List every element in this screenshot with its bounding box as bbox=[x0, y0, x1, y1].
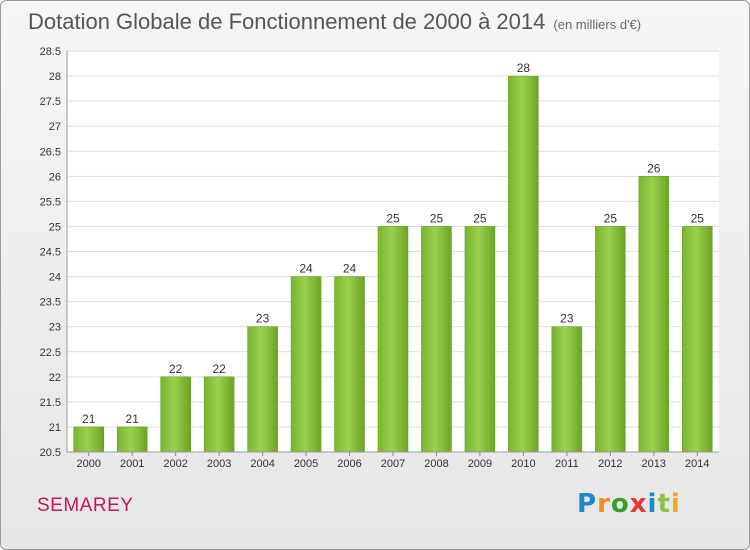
bar bbox=[377, 226, 409, 453]
bar bbox=[508, 75, 539, 453]
y-tick-label: 28.5 bbox=[40, 46, 61, 58]
x-tick-label: 2005 bbox=[294, 458, 318, 470]
bar bbox=[551, 326, 583, 453]
logo-letter: P bbox=[577, 489, 598, 519]
y-tick-label: 25.5 bbox=[40, 196, 61, 208]
y-tick-label: 28 bbox=[49, 71, 61, 83]
bar-value-label: 22 bbox=[212, 362, 226, 376]
y-tick-label: 27.5 bbox=[40, 96, 61, 108]
title-text: Dotation Globale de Fonctionnement de 20… bbox=[28, 9, 546, 34]
y-tick-label: 22 bbox=[49, 372, 61, 384]
bar bbox=[421, 226, 452, 453]
x-tick-label: 2003 bbox=[207, 458, 231, 470]
x-tick-label: 2008 bbox=[424, 458, 448, 470]
bar bbox=[464, 226, 496, 453]
y-tick-label: 23 bbox=[49, 322, 61, 334]
bar-value-label: 26 bbox=[647, 161, 661, 175]
x-tick-label: 2014 bbox=[685, 458, 709, 470]
y-tick-label: 24.5 bbox=[40, 247, 61, 259]
bar bbox=[160, 376, 191, 453]
bar bbox=[203, 376, 235, 453]
axes: 20.5 21 21.5 22 22.5 23 23.5 24 24.5 25 25.5 26 26.5… bbox=[40, 46, 719, 470]
bar-value-label: 23 bbox=[256, 312, 270, 326]
logo-letter: t bbox=[657, 489, 671, 519]
bar-value-label: 22 bbox=[169, 362, 183, 376]
logo-letter: o bbox=[610, 489, 630, 519]
proxiti-logo: Proxiti bbox=[577, 489, 681, 519]
bar bbox=[334, 276, 365, 453]
chart-subtitle: (en milliers d'€) bbox=[553, 17, 642, 32]
y-tick-label: 27 bbox=[49, 121, 61, 133]
bar-value-label: 21 bbox=[82, 412, 96, 426]
bar-value-label: 24 bbox=[299, 262, 313, 276]
x-tick-label: 2009 bbox=[468, 458, 492, 470]
bar-value-label: 25 bbox=[691, 211, 705, 225]
bar-value-label: 25 bbox=[473, 211, 487, 225]
y-tick-label: 25 bbox=[49, 221, 61, 233]
x-tick-label: 2013 bbox=[642, 458, 666, 470]
x-tick-label: 2001 bbox=[120, 458, 144, 470]
y-tick-label: 20.5 bbox=[40, 447, 61, 459]
x-tick-label: 2004 bbox=[250, 458, 274, 470]
x-tick-label: 2006 bbox=[337, 458, 361, 470]
bar bbox=[682, 226, 713, 453]
bar-value-label: 21 bbox=[126, 412, 140, 426]
y-tick-label: 22.5 bbox=[40, 347, 61, 359]
y-tick-label: 26.5 bbox=[40, 146, 61, 158]
bar-value-label: 25 bbox=[430, 211, 444, 225]
logo-letter: i bbox=[647, 489, 658, 519]
x-tick-label: 2012 bbox=[598, 458, 622, 470]
y-tick-label: 24 bbox=[49, 272, 61, 284]
bar bbox=[290, 276, 322, 453]
logo-letter: r bbox=[597, 489, 611, 519]
y-tick-label: 21 bbox=[49, 422, 61, 434]
chart-title: Dotation Globale de Fonctionnement de 20… bbox=[28, 9, 641, 35]
bar-value-label: 25 bbox=[604, 211, 618, 225]
x-tick-label: 2011 bbox=[555, 458, 579, 470]
bar bbox=[247, 326, 278, 453]
x-tick-label: 2002 bbox=[163, 458, 187, 470]
bar bbox=[595, 226, 626, 453]
bar-value-label: 28 bbox=[517, 61, 531, 75]
bar bbox=[73, 426, 104, 453]
x-tick-label: 2007 bbox=[381, 458, 405, 470]
x-tick-label: 2010 bbox=[511, 458, 535, 470]
bars: 21 21 22 22 23 24 24 25 25 25 28 23 25 26 25 bbox=[73, 61, 713, 453]
y-tick-label: 21.5 bbox=[40, 397, 61, 409]
commune-name: SEMAREY bbox=[37, 495, 134, 516]
x-tick-label: 2000 bbox=[76, 458, 100, 470]
bar bbox=[638, 176, 670, 453]
bar-value-label: 24 bbox=[343, 262, 357, 276]
bar-value-label: 23 bbox=[560, 312, 574, 326]
bar bbox=[116, 426, 148, 453]
logo-letter: i bbox=[670, 489, 681, 519]
bar-value-label: 25 bbox=[386, 211, 400, 225]
y-tick-label: 26 bbox=[49, 171, 61, 183]
logo-letter: x bbox=[629, 489, 648, 519]
y-tick-label: 23.5 bbox=[40, 297, 61, 309]
